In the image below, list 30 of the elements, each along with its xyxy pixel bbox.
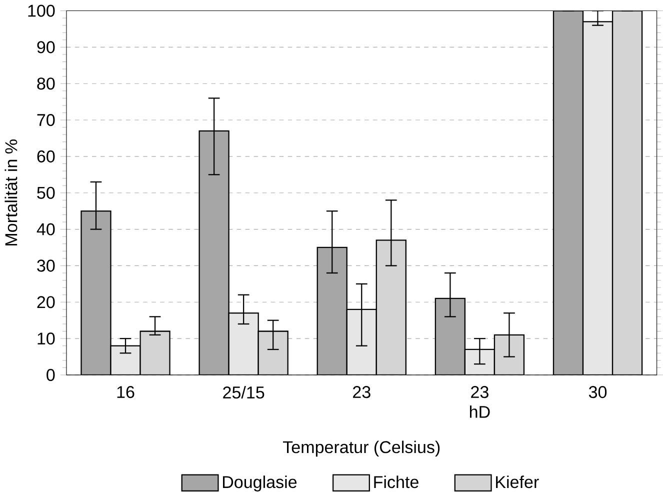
legend-label: Kiefer <box>496 476 539 488</box>
x-tick-label: 23 hD <box>470 386 490 418</box>
y-tick-label: 40 <box>36 223 55 236</box>
legend-label: Douglasie <box>223 476 297 492</box>
y-tick-label: 30 <box>37 260 55 272</box>
bar <box>612 10 643 376</box>
bar <box>110 346 140 376</box>
y-tick-label: 0 <box>46 369 55 382</box>
y-tick-label: 10 <box>38 332 55 345</box>
bar <box>464 350 494 376</box>
x-tick-label: 16 <box>117 386 134 398</box>
y-tick-label: 100 <box>28 4 55 17</box>
bar <box>140 331 170 376</box>
y-tick-label: 60 <box>37 150 55 163</box>
bar <box>258 331 288 376</box>
bar <box>582 21 614 376</box>
x-axis-title: Temperatur (Celsius) <box>282 440 440 457</box>
y-tick-label: 50 <box>37 186 55 200</box>
y-tick-label: 20 <box>37 296 55 308</box>
y-tick-label: 80 <box>37 78 55 90</box>
x-tick-label: 23 <box>353 386 370 398</box>
y-axis-title: Mortalität in % <box>4 140 18 246</box>
x-tick-label: 30 <box>588 386 607 398</box>
x-tick-label: 25/15 <box>223 386 264 399</box>
y-tick-label: 70 <box>37 114 55 126</box>
y-tick-label: 90 <box>37 41 55 54</box>
bar <box>228 313 258 376</box>
bar <box>376 240 406 376</box>
bar <box>435 298 465 376</box>
legend-label: Fichte <box>374 476 418 488</box>
